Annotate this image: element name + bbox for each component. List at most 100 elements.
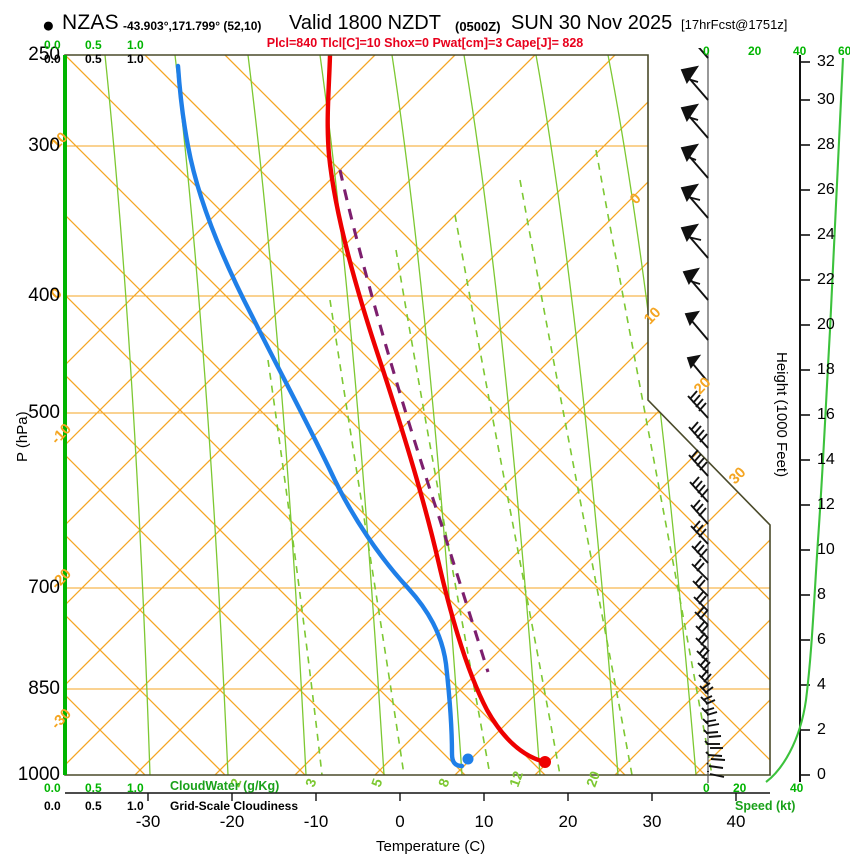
height-tick-16: 16 — [817, 406, 835, 423]
wind-barb — [680, 103, 709, 139]
cloudiness-tick-0: 0.0 — [44, 799, 61, 813]
valid-time-zulu: (0500Z) — [455, 19, 501, 34]
plot-background — [65, 55, 770, 775]
cloudwater-tick-2: 1.0 — [127, 38, 144, 52]
grid-layer — [65, 55, 770, 775]
cloudiness-tick-1: 0.5 — [85, 799, 102, 813]
wind-barb — [682, 267, 709, 301]
pressure-tick-300: 300 — [28, 135, 60, 156]
wind-barb — [690, 520, 709, 545]
height-tick-22: 22 — [817, 271, 835, 288]
wind-barb — [695, 632, 709, 651]
wind-barb — [707, 771, 725, 778]
temperature-tick-40: 40 — [726, 812, 746, 831]
wind-barb — [691, 558, 709, 581]
valid-date: SUN 30 Nov 2025 — [511, 12, 673, 34]
svg-text:12: 12 — [506, 769, 526, 789]
height-tick-6: 6 — [817, 631, 826, 648]
wind-barb — [688, 449, 709, 477]
wind-barb — [689, 476, 709, 503]
temperature-axis-label: Temperature (C) — [376, 838, 486, 855]
surface-dewpoint-dot — [462, 753, 474, 765]
wind-barb — [680, 223, 709, 259]
speed-tick-20: 20 — [733, 781, 747, 795]
temperature-curve — [325, 55, 548, 765]
wind-barb — [699, 682, 714, 695]
height-tick-20: 20 — [817, 316, 835, 333]
temperature-tick--20: -20 — [219, 812, 245, 831]
station-coordinates: -43.903°,171.799° (52,10) — [123, 19, 262, 33]
speed-tick-20-top: 20 — [748, 44, 762, 58]
speed-tick-40: 40 — [790, 781, 804, 795]
cloudwater-tick-0: 0.0 — [44, 38, 61, 52]
cloudwater-tick-1: 0.5 — [85, 38, 102, 52]
wind-barb — [680, 65, 709, 101]
wind-barb — [698, 669, 712, 685]
pressure-tick-850: 850 — [28, 678, 60, 699]
pressure-tick-500: 500 — [28, 402, 60, 423]
parcel-path-curve — [338, 169, 490, 673]
height-profile-curve — [765, 57, 845, 783]
wind-barb — [692, 575, 709, 597]
pressure-axis-label: P (hPa) — [14, 411, 31, 462]
height-axis-label: Height (1000 Feet) — [773, 352, 790, 478]
temperature-tick--10: -10 — [303, 812, 329, 831]
wind-barb — [703, 729, 722, 738]
station-bullet: ● — [42, 14, 55, 37]
wind-barb — [705, 751, 726, 761]
wind-barb — [698, 48, 709, 59]
mixing-ratio-lines — [267, 149, 713, 775]
svg-text:5: 5 — [368, 776, 386, 789]
wind-barb — [680, 143, 709, 179]
wind-barb — [691, 540, 709, 564]
surface-temperature-dot — [539, 756, 551, 768]
wind-barb — [688, 421, 709, 449]
speed-tick-40-top: 40 — [793, 44, 807, 58]
cloudiness-tick-0-top: 0.0 — [44, 52, 61, 66]
temperature-tick-30: 30 — [642, 812, 662, 831]
temperature-tick-10: 10 — [474, 812, 494, 831]
valid-time: Valid 1800 NZDT — [289, 12, 441, 34]
height-tick-26: 26 — [817, 181, 835, 198]
station-id: NZAS — [62, 11, 119, 34]
height-tick-0: 0 — [817, 766, 826, 783]
pressure-tick-400: 400 — [28, 285, 60, 306]
svg-text:3: 3 — [302, 776, 320, 789]
height-tick-30: 30 — [817, 91, 835, 108]
wind-barb — [704, 740, 723, 749]
height-tick-28: 28 — [817, 136, 835, 153]
height-tick-8: 8 — [817, 586, 826, 603]
wind-barb — [700, 695, 716, 705]
pressure-tick-1000: 1000 — [17, 764, 60, 785]
cloudiness-tick-1-top: 0.5 — [85, 52, 102, 66]
cloudwater-tick-0-bottom: 0.0 — [44, 781, 61, 795]
temperature-tick-0: 0 — [395, 812, 405, 831]
chart-header: ● NZAS -43.903°,171.799° (52,10) Valid 1… — [0, 11, 850, 40]
wind-barb — [702, 718, 720, 727]
wind-barb — [686, 354, 709, 383]
wind-barbs-group — [680, 48, 726, 778]
height-tick-12: 12 — [817, 496, 835, 513]
cloudiness-axis-label: Grid-Scale Cloudiness — [170, 799, 299, 813]
wind-barb — [684, 310, 709, 341]
mixing-ratio-value-labels: 3 5 8 12 20 2 — [227, 769, 603, 789]
temperature-tick--30: -30 — [135, 812, 161, 831]
height-tick-10: 10 — [817, 541, 835, 558]
temperature-axis-ticks — [147, 793, 737, 801]
dry-adiabat-lines — [65, 55, 770, 775]
cloudiness-tick-2-top: 1.0 — [127, 52, 144, 66]
height-axis-ticks — [800, 61, 810, 776]
height-tick-14: 14 — [817, 451, 835, 468]
cloudwater-tick-2-bottom: 1.0 — [127, 781, 144, 795]
svg-text:8: 8 — [435, 776, 453, 789]
height-tick-18: 18 — [817, 361, 835, 378]
svg-text:20: 20 — [583, 769, 603, 789]
speed-tick-0-top: 0 — [703, 44, 710, 58]
height-tick-24: 24 — [817, 226, 835, 243]
wind-barb — [690, 499, 709, 525]
height-tick-2: 2 — [817, 721, 826, 738]
wind-barb — [693, 591, 709, 612]
wind-barb — [687, 390, 709, 419]
height-tick-32: 32 — [817, 53, 835, 70]
